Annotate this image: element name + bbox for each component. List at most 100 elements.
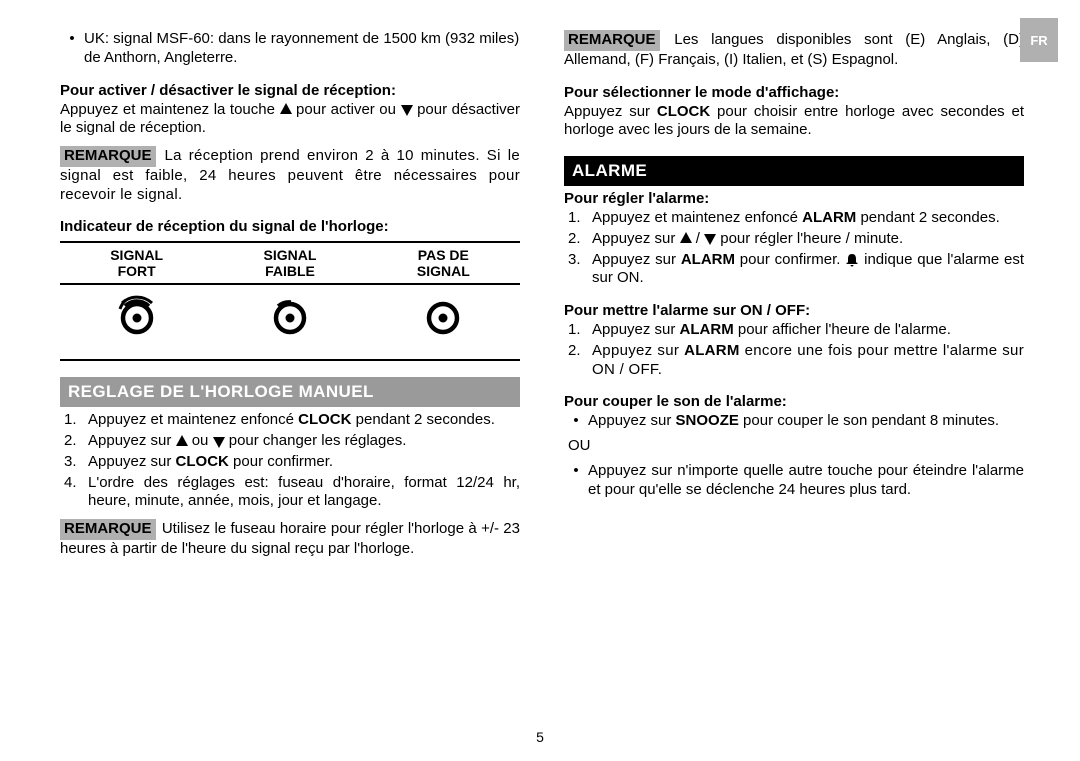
text-fragment: ou xyxy=(188,432,213,449)
section-manual-clock: REGLAGE DE L'HORLOGE MANUEL xyxy=(60,377,520,407)
th-line2: FAIBLE xyxy=(265,263,315,279)
subhead-snooze: Pour couper le son de l'alarme: xyxy=(564,393,1024,410)
bullet-text: UK: signal MSF-60: dans le rayonnement d… xyxy=(84,30,520,68)
text-fragment: Appuyez sur xyxy=(588,412,676,429)
signal-strength-table: SIGNALFORT SIGNALFAIBLE PAS DESIGNAL xyxy=(60,241,520,361)
text-fragment: Appuyez sur xyxy=(88,453,176,470)
text-fragment: Appuyez et maintenez enfoncé xyxy=(592,209,802,226)
text-fragment: Appuyez et maintenez enfoncé xyxy=(88,411,298,428)
triangle-up-icon xyxy=(680,232,692,243)
th-none: PAS DESIGNAL xyxy=(367,242,520,284)
th-line1: PAS DE xyxy=(418,247,469,263)
triangle-down-icon xyxy=(704,234,716,245)
remarque-reception: REMARQUE La réception prend environ 2 à … xyxy=(60,146,520,204)
alarm-step-2: 2. Appuyez sur / pour régler l'heure / m… xyxy=(564,230,1024,249)
two-column-layout: • UK: signal MSF-60: dans le rayonnement… xyxy=(60,30,1030,559)
text-fragment: / xyxy=(692,230,705,247)
text-fragment: Appuyez sur xyxy=(592,230,680,247)
text-fragment: Appuyez sur xyxy=(564,103,657,120)
step-text: Appuyez sur CLOCK pour confirmer. xyxy=(88,453,520,472)
manual-step-1: 1. Appuyez et maintenez enfoncé CLOCK pe… xyxy=(60,411,520,430)
bell-icon xyxy=(845,253,859,267)
display-mode-paragraph: Appuyez sur CLOCK pour choisir entre hor… xyxy=(564,103,1024,141)
clock-keyword: CLOCK xyxy=(298,411,351,428)
anykey-bullet: • Appuyez sur n'importe quelle autre tou… xyxy=(564,462,1024,500)
text-fragment: pendant 2 secondes. xyxy=(351,411,494,428)
th-weak: SIGNALFAIBLE xyxy=(213,242,366,284)
step-number: 2. xyxy=(564,342,592,380)
snooze-bullet: • Appuyez sur SNOOZE pour couper le son … xyxy=(564,412,1024,431)
text-fragment: pour confirmer. xyxy=(735,251,845,268)
subhead-activate-signal: Pour activer / désactiver le signal de r… xyxy=(60,82,520,99)
cell-strong-icon xyxy=(60,284,213,360)
step-number: 2. xyxy=(564,230,592,249)
triangle-down-icon xyxy=(213,437,225,448)
text-fragment: pour régler l'heure / minute. xyxy=(716,230,903,247)
or-separator: OU xyxy=(568,437,1024,456)
alarm-keyword: ALARM xyxy=(681,251,735,268)
th-line2: SIGNAL xyxy=(417,263,470,279)
triangle-down-icon xyxy=(401,105,413,116)
cell-none-icon xyxy=(367,284,520,360)
text-fragment: Appuyez sur xyxy=(88,432,176,449)
alarm-keyword: ALARM xyxy=(802,209,856,226)
step-number: 3. xyxy=(60,453,88,472)
step-text: Appuyez sur ALARM pour afficher l'heure … xyxy=(592,321,1024,340)
alarm-step-3: 3. Appuyez sur ALARM pour confirmer. ind… xyxy=(564,251,1024,289)
onoff-step-2: 2. Appuyez sur ALARM encore une fois pou… xyxy=(564,342,1024,380)
step-number: 3. xyxy=(564,251,592,289)
table-icon-row xyxy=(60,284,520,360)
step-number: 4. xyxy=(60,474,88,512)
triangle-up-icon xyxy=(176,435,188,446)
th-line1: SIGNAL xyxy=(264,247,317,263)
triangle-up-icon xyxy=(280,103,292,114)
bullet-text: Appuyez sur SNOOZE pour couper le son pe… xyxy=(588,412,1024,431)
alarm-keyword: ALARM xyxy=(680,321,734,338)
text-fragment: pour changer les réglages. xyxy=(225,432,407,449)
step-number: 1. xyxy=(564,209,592,228)
uk-signal-bullet: • UK: signal MSF-60: dans le rayonnement… xyxy=(60,30,520,68)
manual-step-2: 2. Appuyez sur ou pour changer les régla… xyxy=(60,432,520,451)
text-fragment: pour couper le son pendant 8 minutes. xyxy=(739,412,999,429)
text-fragment: pour afficher l'heure de l'alarme. xyxy=(734,321,951,338)
remarque-label: REMARQUE xyxy=(60,146,156,167)
step-number: 2. xyxy=(60,432,88,451)
text-fragment: pendant 2 secondes. xyxy=(856,209,999,226)
alarm-step-1: 1. Appuyez et maintenez enfoncé ALARM pe… xyxy=(564,209,1024,228)
onoff-step-1: 1. Appuyez sur ALARM pour afficher l'heu… xyxy=(564,321,1024,340)
remarque-label: REMARQUE xyxy=(60,519,156,540)
manual-step-3: 3. Appuyez sur CLOCK pour confirmer. xyxy=(60,453,520,472)
manual-step-4: 4. L'ordre des réglages est: fuseau d'ho… xyxy=(60,474,520,512)
clock-keyword: CLOCK xyxy=(657,103,710,120)
subhead-display-mode: Pour sélectionner le mode d'affichage: xyxy=(564,84,1024,101)
text-fragment: pour confirmer. xyxy=(229,453,333,470)
signal-weak-icon xyxy=(267,295,313,341)
activate-paragraph: Appuyez et maintenez la touche pour acti… xyxy=(60,101,520,139)
alarm-keyword: ALARM xyxy=(684,342,740,359)
bullet-text: Appuyez sur n'importe quelle autre touch… xyxy=(588,462,1024,500)
bullet-dot: • xyxy=(60,30,84,68)
step-text: Appuyez sur ou pour changer les réglages… xyxy=(88,432,520,451)
text-fragment: Appuyez sur xyxy=(592,342,684,359)
text-fragment: Appuyez et maintenez la touche xyxy=(60,101,280,118)
step-text: Appuyez sur ALARM pour confirmer. indiqu… xyxy=(592,251,1024,289)
text-fragment: Appuyez sur xyxy=(592,251,681,268)
right-column: REMARQUE Les langues disponibles sont (E… xyxy=(564,30,1024,559)
signal-strong-icon xyxy=(114,295,160,341)
language-tab: FR xyxy=(1020,18,1058,62)
clock-keyword: CLOCK xyxy=(176,453,229,470)
text-fragment: Appuyez sur xyxy=(592,321,680,338)
left-column: • UK: signal MSF-60: dans le rayonnement… xyxy=(60,30,520,559)
table-header-row: SIGNALFORT SIGNALFAIBLE PAS DESIGNAL xyxy=(60,242,520,284)
step-text: Appuyez et maintenez enfoncé ALARM penda… xyxy=(592,209,1024,228)
th-line1: SIGNAL xyxy=(110,247,163,263)
signal-none-icon xyxy=(420,295,466,341)
section-alarm: ALARME xyxy=(564,156,1024,186)
step-number: 1. xyxy=(564,321,592,340)
step-text: L'ordre des réglages est: fuseau d'horai… xyxy=(88,474,520,512)
bullet-dot: • xyxy=(564,462,588,500)
remarque-languages: REMARQUE Les langues disponibles sont (E… xyxy=(564,30,1024,70)
remarque-timezone: REMARQUE Utilisez le fuseau horaire pour… xyxy=(60,519,520,559)
step-text: Appuyez sur / pour régler l'heure / minu… xyxy=(592,230,1024,249)
remarque-label: REMARQUE xyxy=(564,30,660,51)
